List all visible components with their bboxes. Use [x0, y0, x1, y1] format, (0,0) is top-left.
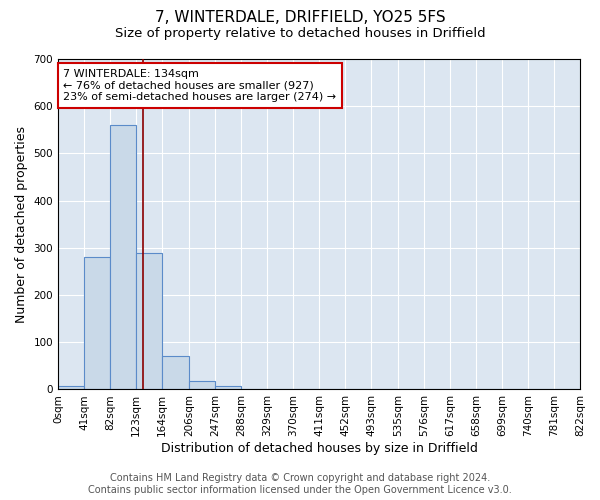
Text: Contains HM Land Registry data © Crown copyright and database right 2024.
Contai: Contains HM Land Registry data © Crown c…: [88, 474, 512, 495]
Y-axis label: Number of detached properties: Number of detached properties: [15, 126, 28, 322]
Text: 7 WINTERDALE: 134sqm
← 76% of detached houses are smaller (927)
23% of semi-deta: 7 WINTERDALE: 134sqm ← 76% of detached h…: [63, 69, 337, 102]
Bar: [136, 252, 162, 390]
X-axis label: Distribution of detached houses by size in Driffield: Distribution of detached houses by size …: [161, 442, 478, 455]
Bar: [58, 386, 84, 390]
Bar: [215, 386, 241, 390]
Bar: [84, 258, 110, 390]
Text: Size of property relative to detached houses in Driffield: Size of property relative to detached ho…: [115, 28, 485, 40]
Bar: [110, 125, 136, 390]
Bar: [189, 381, 215, 390]
Bar: [162, 356, 189, 390]
Text: 7, WINTERDALE, DRIFFIELD, YO25 5FS: 7, WINTERDALE, DRIFFIELD, YO25 5FS: [155, 10, 445, 25]
